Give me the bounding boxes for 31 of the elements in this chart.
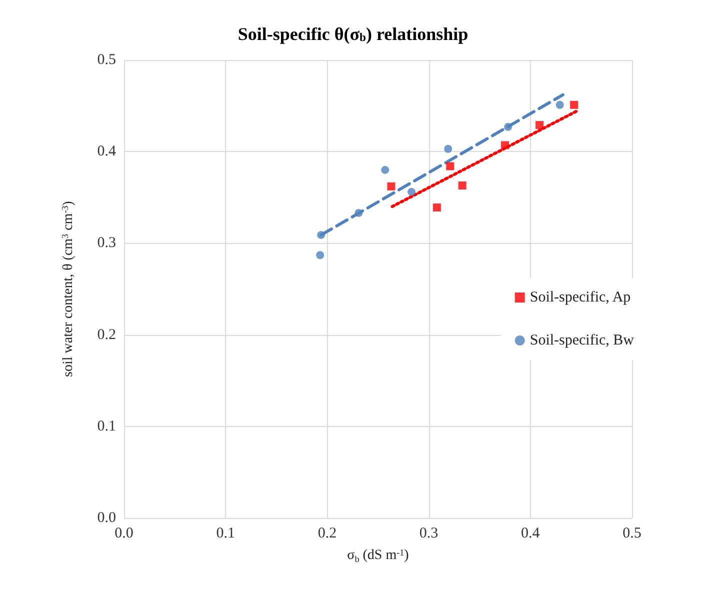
point — [504, 122, 512, 131]
point — [458, 181, 466, 190]
point — [316, 251, 324, 260]
chart-title: Soil-specific θ(σb) relationship — [238, 24, 468, 44]
point — [501, 141, 509, 150]
y-tick-label: 0.4 — [97, 144, 116, 160]
y-tick-label: 0.1 — [97, 418, 116, 434]
x-tick-label: 0.2 — [318, 526, 337, 542]
point — [354, 208, 363, 217]
point — [381, 166, 390, 174]
point — [570, 100, 578, 109]
point — [408, 188, 416, 196]
point — [432, 203, 441, 212]
x-tick-label: 0.1 — [216, 526, 235, 542]
x-tick-label: 0.4 — [521, 526, 540, 542]
y-tick-label: 0.0 — [97, 510, 116, 526]
y-tick-label: 0.5 — [97, 52, 116, 68]
point — [317, 230, 326, 239]
y-tick-label: 0.2 — [97, 326, 116, 343]
y-tick-label: 0.3 — [97, 235, 116, 252]
y-axis-title: soil water content, θ (cm3 cm-3) — [60, 200, 76, 377]
point — [556, 100, 564, 109]
point — [444, 144, 452, 153]
point — [446, 162, 454, 170]
point — [387, 182, 396, 190]
legend-label: Soil-specific, Ap — [530, 290, 631, 306]
point — [536, 121, 544, 130]
x-tick-label: 0.5 — [622, 526, 642, 542]
x-tick-label: 0.3 — [419, 526, 438, 542]
x-tick-label: 0.0 — [114, 526, 134, 542]
legend-label: Soil-specific, Bw — [530, 332, 634, 348]
